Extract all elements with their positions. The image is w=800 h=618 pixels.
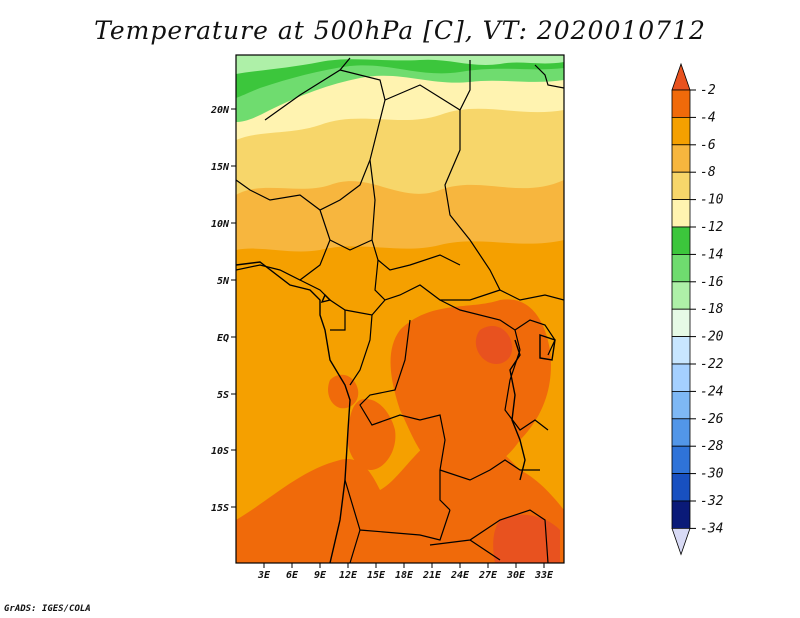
lat-label: 20N — [210, 105, 230, 116]
colorbar-label: -20 — [700, 330, 724, 345]
colorbar-label: -34 — [700, 521, 723, 536]
colorbar-segment — [671, 336, 691, 365]
lon-label: 3E — [257, 570, 271, 581]
lat-label: EQ — [217, 333, 229, 344]
colorbar-label: -30 — [700, 467, 724, 482]
longitude-axis: 3E 6E 9E 12E 15E 18E 21E 24E 27E 30E 33E — [257, 563, 554, 581]
colorbar-label: -22 — [700, 357, 724, 372]
lat-label: 10S — [211, 446, 229, 457]
colorbar-label: -6 — [700, 138, 716, 153]
colorbar-segment — [671, 253, 691, 283]
lon-label: 24E — [450, 570, 470, 581]
lat-label: 10N — [211, 219, 230, 230]
grads-credit: GrADS: IGES/COLA — [4, 604, 91, 614]
colorbar: -2 -4 -6 -8 -10 -12 -14 -16 -18 -20 -22 -24 -26 -28 -3… — [671, 62, 724, 556]
colorbar-segment — [671, 199, 691, 228]
coastline — [236, 261, 556, 563]
colorbar-label: -4 — [700, 110, 716, 125]
lon-label: 27E — [478, 570, 498, 581]
lon-label: 30E — [506, 570, 526, 581]
colorbar-segment — [671, 418, 691, 447]
lon-label: 21E — [422, 570, 442, 581]
colorbar-label: -10 — [700, 193, 724, 208]
lon-label: 15E — [367, 570, 386, 581]
colorbar-label: -8 — [700, 165, 716, 180]
lon-label: 9E — [314, 570, 327, 581]
country-borders — [236, 57, 564, 563]
lon-label: 33E — [534, 570, 554, 581]
colorbar-segment — [671, 308, 691, 338]
colorbar-label: -26 — [700, 412, 724, 427]
lat-label: 15S — [211, 503, 229, 514]
latitude-axis: 20N 15N 10N 5N EQ 5S 10S 15S — [210, 105, 236, 514]
lon-label: 18E — [395, 570, 414, 581]
colorbar-label: -12 — [700, 220, 724, 235]
colorbar-segment — [671, 445, 691, 475]
colorbar-max-arrow — [671, 62, 691, 91]
lon-label: 6E — [286, 570, 299, 581]
lat-label: 5S — [217, 390, 229, 401]
colorbar-segment — [671, 89, 691, 118]
colorbar-segment — [671, 144, 691, 173]
temperature-field — [236, 55, 564, 563]
map-title: Temperature at 500hPa [C], VT: 202001071… — [94, 16, 706, 45]
lon-label: 12E — [339, 570, 358, 581]
map-frame — [235, 54, 565, 564]
colorbar-label: -24 — [700, 384, 723, 399]
colorbar-label: -28 — [700, 439, 724, 454]
colorbar-label: -2 — [700, 83, 716, 98]
colorbar-segment — [671, 171, 691, 200]
lat-label: 5N — [217, 276, 230, 287]
lat-label: 15N — [211, 162, 230, 173]
colorbar-segment — [671, 281, 691, 310]
colorbar-segment — [671, 390, 691, 420]
colorbar-segment — [671, 500, 691, 529]
colorbar-segment — [671, 363, 691, 392]
colorbar-label: -14 — [700, 247, 723, 262]
colorbar-segment — [671, 117, 691, 146]
colorbar-min-arrow — [671, 528, 691, 556]
colorbar-segment — [671, 226, 691, 255]
colorbar-label: -32 — [700, 494, 724, 509]
colorbar-label: -18 — [700, 302, 724, 317]
colorbar-label: -16 — [700, 275, 724, 290]
colorbar-segment — [671, 473, 691, 502]
